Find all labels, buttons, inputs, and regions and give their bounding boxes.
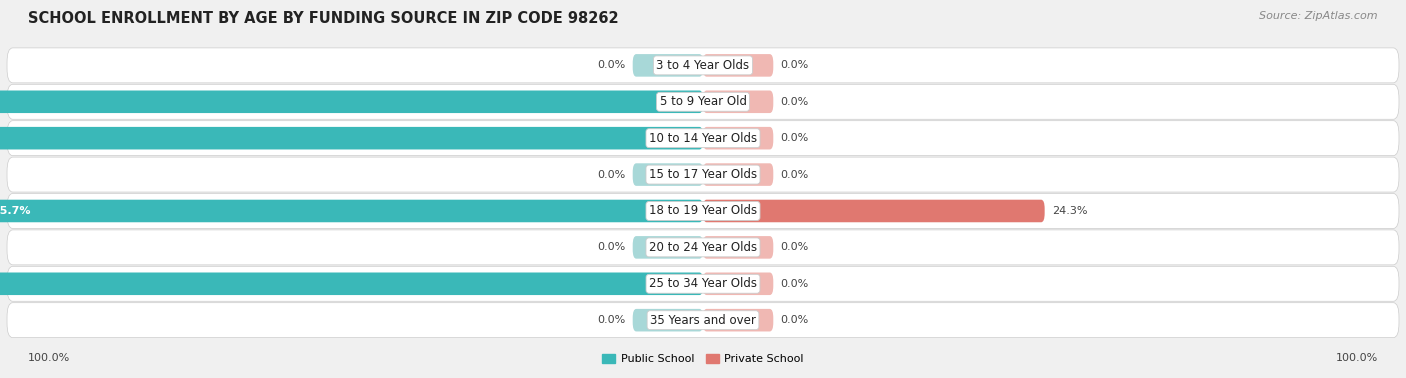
Text: 0.0%: 0.0% bbox=[780, 170, 808, 180]
FancyBboxPatch shape bbox=[703, 127, 773, 149]
FancyBboxPatch shape bbox=[703, 273, 773, 295]
Text: 0.0%: 0.0% bbox=[598, 315, 626, 325]
Text: 0.0%: 0.0% bbox=[780, 60, 808, 70]
FancyBboxPatch shape bbox=[7, 230, 1399, 265]
FancyBboxPatch shape bbox=[703, 90, 773, 113]
FancyBboxPatch shape bbox=[0, 127, 703, 149]
FancyBboxPatch shape bbox=[703, 236, 773, 259]
Text: 0.0%: 0.0% bbox=[780, 133, 808, 143]
Text: 25 to 34 Year Olds: 25 to 34 Year Olds bbox=[650, 277, 756, 290]
Text: 0.0%: 0.0% bbox=[780, 242, 808, 253]
Text: 75.7%: 75.7% bbox=[0, 206, 31, 216]
Text: 15 to 17 Year Olds: 15 to 17 Year Olds bbox=[650, 168, 756, 181]
FancyBboxPatch shape bbox=[7, 266, 1399, 301]
Text: 0.0%: 0.0% bbox=[598, 242, 626, 253]
FancyBboxPatch shape bbox=[703, 309, 773, 332]
Text: 10 to 14 Year Olds: 10 to 14 Year Olds bbox=[650, 132, 756, 145]
FancyBboxPatch shape bbox=[7, 121, 1399, 156]
Text: SCHOOL ENROLLMENT BY AGE BY FUNDING SOURCE IN ZIP CODE 98262: SCHOOL ENROLLMENT BY AGE BY FUNDING SOUR… bbox=[28, 11, 619, 26]
FancyBboxPatch shape bbox=[7, 303, 1399, 338]
FancyBboxPatch shape bbox=[703, 54, 773, 77]
Text: Source: ZipAtlas.com: Source: ZipAtlas.com bbox=[1260, 11, 1378, 21]
Text: 24.3%: 24.3% bbox=[1052, 206, 1087, 216]
Text: 0.0%: 0.0% bbox=[598, 60, 626, 70]
Text: 100.0%: 100.0% bbox=[1336, 353, 1378, 363]
Text: 0.0%: 0.0% bbox=[598, 170, 626, 180]
FancyBboxPatch shape bbox=[703, 200, 1045, 222]
Legend: Public School, Private School: Public School, Private School bbox=[598, 349, 808, 369]
FancyBboxPatch shape bbox=[633, 54, 703, 77]
Text: 20 to 24 Year Olds: 20 to 24 Year Olds bbox=[650, 241, 756, 254]
FancyBboxPatch shape bbox=[7, 48, 1399, 83]
Text: 100.0%: 100.0% bbox=[28, 353, 70, 363]
Text: 0.0%: 0.0% bbox=[780, 97, 808, 107]
Text: 0.0%: 0.0% bbox=[780, 315, 808, 325]
FancyBboxPatch shape bbox=[0, 273, 703, 295]
FancyBboxPatch shape bbox=[0, 90, 703, 113]
FancyBboxPatch shape bbox=[7, 84, 1399, 119]
FancyBboxPatch shape bbox=[703, 163, 773, 186]
Text: 3 to 4 Year Olds: 3 to 4 Year Olds bbox=[657, 59, 749, 72]
FancyBboxPatch shape bbox=[7, 194, 1399, 228]
FancyBboxPatch shape bbox=[0, 200, 703, 222]
Text: 0.0%: 0.0% bbox=[780, 279, 808, 289]
Text: 35 Years and over: 35 Years and over bbox=[650, 314, 756, 327]
Text: 5 to 9 Year Old: 5 to 9 Year Old bbox=[659, 95, 747, 108]
FancyBboxPatch shape bbox=[7, 157, 1399, 192]
FancyBboxPatch shape bbox=[633, 236, 703, 259]
FancyBboxPatch shape bbox=[633, 309, 703, 332]
Text: 18 to 19 Year Olds: 18 to 19 Year Olds bbox=[650, 204, 756, 217]
FancyBboxPatch shape bbox=[633, 163, 703, 186]
